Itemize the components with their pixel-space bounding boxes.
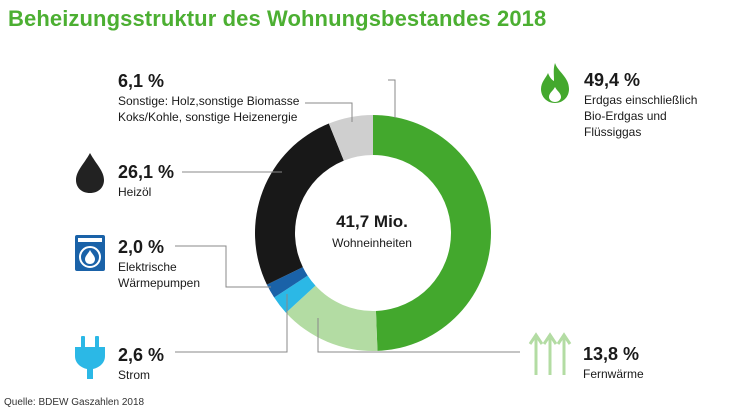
waermepumpen-label-line-1: Elektrische bbox=[118, 260, 177, 274]
chart-title: Beheizungsstruktur des Wohnungsbestandes… bbox=[8, 6, 547, 31]
leader-line-fernwaerme bbox=[317, 318, 520, 353]
donut-slice-sonstige bbox=[328, 115, 373, 161]
heat-pump-icon bbox=[75, 235, 105, 271]
erdgas-label-line-3: Flüssiggas bbox=[584, 125, 642, 139]
center-total-label: Wohneinheiten bbox=[332, 236, 412, 250]
fernwaerme-label: Fernwärme bbox=[583, 367, 644, 381]
heizoel-label: Heizöl bbox=[118, 185, 152, 199]
waermepumpen-percent: 2,0 % bbox=[118, 237, 165, 257]
donut-slice-fernwaerme bbox=[285, 285, 378, 352]
waermepumpen-label-line-2: Wärmepumpen bbox=[118, 276, 201, 290]
fernwaerme-percent: 13,8 % bbox=[583, 344, 640, 364]
center-total-value: 41,7 Mio. bbox=[336, 212, 408, 231]
heizoel-percent: 26,1 % bbox=[118, 162, 175, 182]
heat-arrows-icon bbox=[528, 332, 572, 375]
leader-line-strom bbox=[175, 294, 288, 353]
oil-drop-icon bbox=[76, 153, 104, 193]
source-note: Quelle: BDEW Gaszahlen 2018 bbox=[4, 397, 145, 408]
sonstige-label-line-2: Koks/Kohle, sonstige Heizenergie bbox=[118, 110, 298, 124]
donut-slice-erdgas bbox=[373, 114, 492, 351]
leader-line-waermepumpen bbox=[175, 245, 271, 288]
sonstige-label-line-1: Sonstige: Holz,sonstige Biomasse bbox=[118, 94, 300, 108]
erdgas-percent: 49,4 % bbox=[584, 70, 641, 90]
leader-line-sonstige bbox=[305, 102, 353, 122]
leader-line-erdgas bbox=[388, 79, 396, 118]
sonstige-percent: 6,1 % bbox=[118, 71, 165, 91]
erdgas-label-line-1: Erdgas einschließlich bbox=[584, 93, 698, 107]
donut-slice-heizoel bbox=[254, 123, 344, 285]
donut-slice-strom bbox=[274, 275, 316, 313]
strom-percent: 2,6 % bbox=[118, 345, 165, 365]
donut-slice-waermepumpen bbox=[266, 267, 308, 298]
plug-icon bbox=[75, 336, 105, 379]
strom-label: Strom bbox=[118, 368, 151, 382]
flame-icon bbox=[541, 63, 569, 103]
erdgas-label-line-2: Bio-Erdgas und bbox=[584, 109, 667, 123]
